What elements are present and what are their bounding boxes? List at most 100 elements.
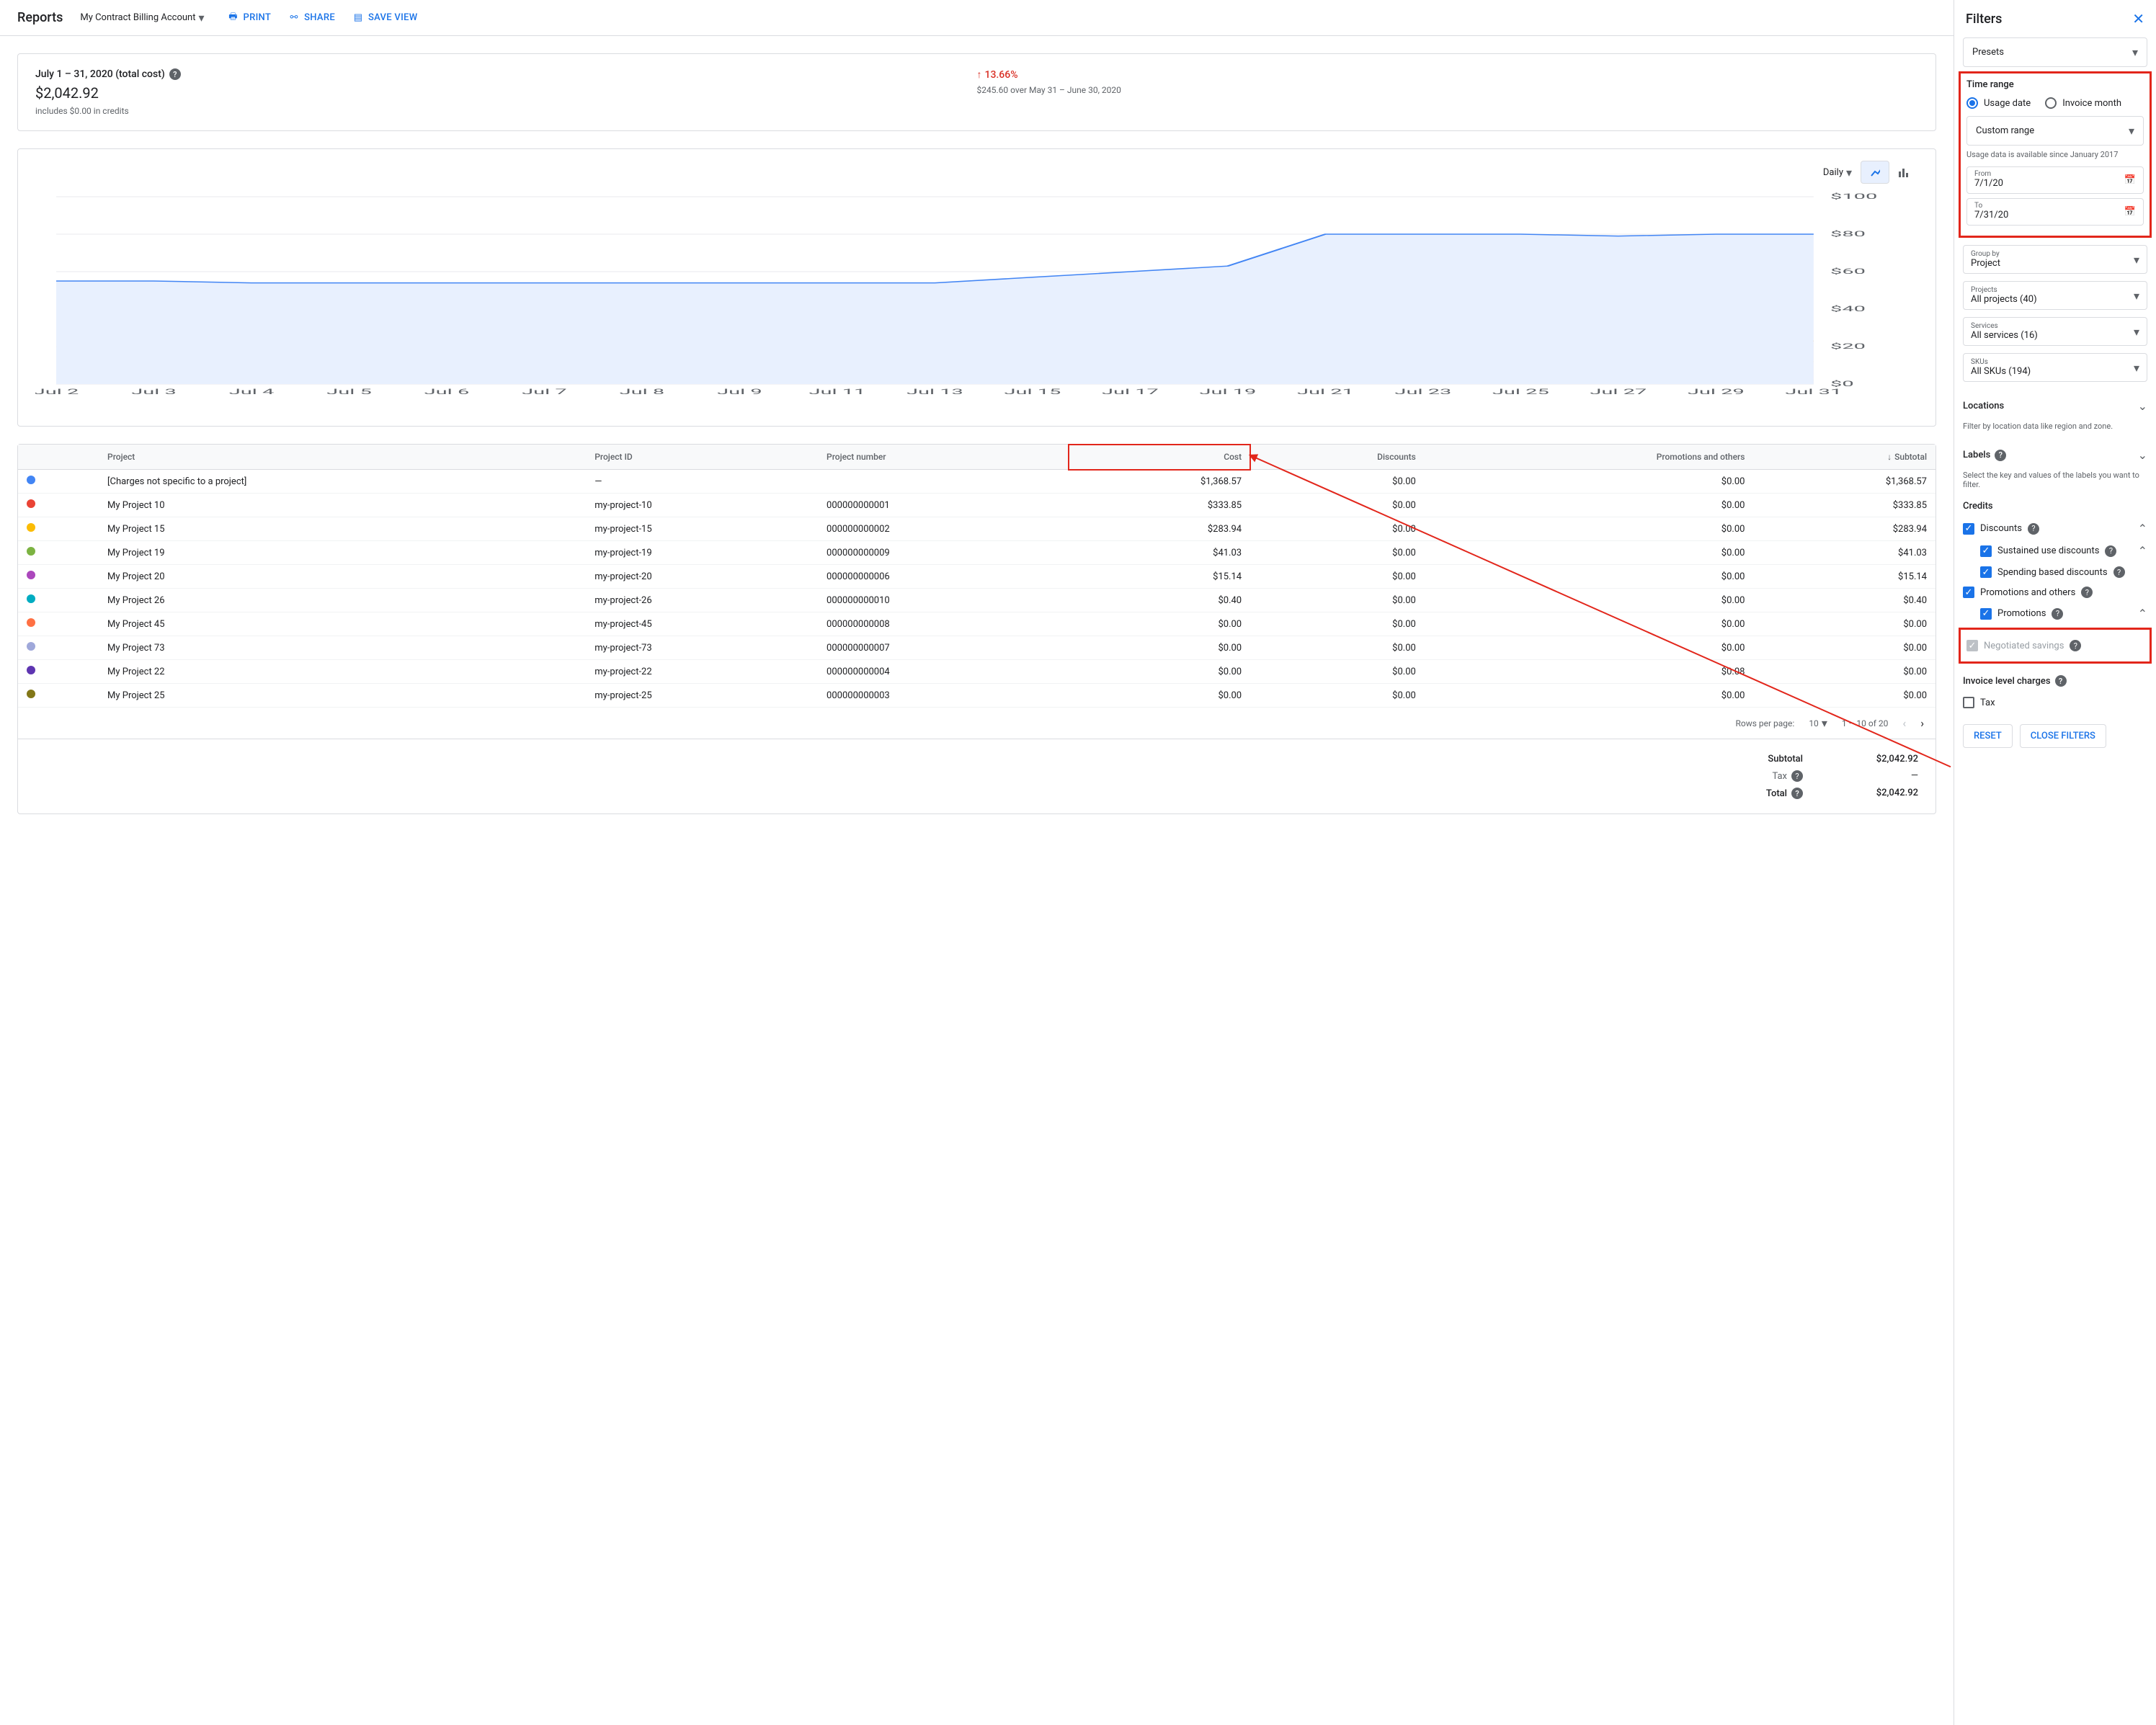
cell-promo: $0.00 — [1425, 684, 1754, 708]
tax-checkbox[interactable]: Tax — [1963, 692, 2147, 713]
help-icon[interactable]: ? — [1995, 450, 2006, 461]
presets-label: Presets — [1972, 47, 2004, 58]
chevron-up-icon[interactable]: ⌃ — [2138, 544, 2147, 558]
cell-project: My Project 45 — [99, 612, 586, 636]
locations-hint: Filter by location data like region and … — [1963, 422, 2147, 431]
filters-panel: Filters ✕ Presets ▾ Time range Usage dat… — [1954, 0, 2156, 1725]
chevron-up-icon[interactable]: ⌃ — [2138, 607, 2147, 620]
cell-disc: $0.00 — [1250, 660, 1425, 684]
services-label: Services — [1971, 322, 2038, 330]
line-chart-icon — [1870, 166, 1880, 179]
share-icon: ⚯ — [288, 12, 300, 24]
col-Discounts[interactable]: Discounts — [1250, 445, 1425, 470]
close-filters-button[interactable]: CLOSE FILTERS — [2020, 724, 2106, 748]
summary-card: July 1 – 31, 2020 (total cost) ? $2,042.… — [17, 53, 1936, 131]
discounts-checkbox[interactable]: ✓ Discounts ? ⌃ — [1963, 517, 2147, 540]
table-row[interactable]: My Project 10my-project-10000000000001$3… — [18, 494, 1936, 517]
next-page-button[interactable]: › — [1920, 716, 1924, 730]
cell-num: 000000000001 — [818, 494, 1069, 517]
table-row[interactable]: My Project 19my-project-19000000000009$4… — [18, 541, 1936, 565]
reset-button[interactable]: RESET — [1963, 724, 2013, 748]
table-row[interactable]: My Project 45my-project-45000000000008$0… — [18, 612, 1936, 636]
share-button[interactable]: ⚯ SHARE — [288, 12, 335, 24]
row-color-dot — [27, 666, 35, 674]
radio-on-icon — [1966, 97, 1978, 109]
to-label: To — [1974, 202, 2136, 210]
table-row[interactable]: My Project 20my-project-20000000000006$1… — [18, 565, 1936, 589]
chevron-up-icon[interactable]: ⌃ — [2138, 522, 2147, 535]
help-icon[interactable]: ? — [2070, 640, 2081, 651]
group-by-selector[interactable]: Group byProject ▾ — [1963, 245, 2147, 274]
table-row[interactable]: My Project 15my-project-15000000000002$2… — [18, 517, 1936, 541]
promotions-checkbox[interactable]: ✓ Promotions ? ⌃ — [1980, 602, 2147, 625]
subtotal-value: $2,042.92 — [1846, 754, 1918, 765]
table-row[interactable]: My Project 73my-project-73000000000007$0… — [18, 636, 1936, 660]
col-Project number[interactable]: Project number — [818, 445, 1069, 470]
services-selector[interactable]: ServicesAll services (16) ▾ — [1963, 317, 2147, 346]
help-icon[interactable]: ? — [2081, 587, 2093, 598]
close-icon[interactable]: ✕ — [2132, 10, 2144, 27]
svg-text:$60: $60 — [1830, 267, 1866, 276]
col-Promotions and others[interactable]: Promotions and others — [1425, 445, 1754, 470]
usage-date-radio[interactable]: Usage date — [1966, 97, 2031, 109]
help-icon[interactable]: ? — [2105, 545, 2116, 557]
sud-checkbox[interactable]: ✓ Sustained use discounts ? ⌃ — [1980, 540, 2147, 562]
locations-expander[interactable]: Locations ⌄ — [1963, 389, 2147, 417]
svg-text:$20: $20 — [1830, 342, 1866, 351]
chevron-down-icon: ▾ — [1846, 166, 1852, 179]
help-icon[interactable]: ? — [2055, 675, 2067, 687]
cell-sub: $0.00 — [1753, 612, 1936, 636]
table-row[interactable]: My Project 26my-project-26000000000010$0… — [18, 589, 1936, 612]
cell-id: my-project-73 — [586, 636, 818, 660]
to-date-field[interactable]: To 7/31/20 📅 — [1966, 198, 2144, 226]
negotiated-savings-checkbox: ✓ Negotiated savings ? — [1966, 636, 2144, 656]
table-row[interactable]: [Charges not specific to a project]—$1,3… — [18, 470, 1936, 494]
save-view-button[interactable]: ▤ SAVE VIEW — [352, 12, 418, 24]
promotions-grp-checkbox[interactable]: ✓ Promotions and others ? — [1963, 582, 2147, 602]
tax-label: Tax — [1772, 771, 1787, 782]
account-selector[interactable]: My Contract Billing Account ▾ — [80, 11, 204, 24]
table-card: ProjectProject IDProject numberCostDisco… — [17, 444, 1936, 814]
print-button[interactable]: 🖶 PRINT — [228, 12, 272, 24]
from-date-field[interactable]: From 7/1/20 📅 — [1966, 166, 2144, 194]
granularity-selector[interactable]: Daily ▾ — [1823, 166, 1852, 179]
labels-expander[interactable]: Labels? ⌄ — [1963, 438, 2147, 466]
table-row[interactable]: My Project 25my-project-25000000000003$0… — [18, 684, 1936, 708]
bar-chart-toggle[interactable] — [1889, 161, 1918, 184]
col-Subtotal[interactable]: ↓Subtotal — [1753, 445, 1936, 470]
chart-card: Daily ▾ $0$20$40$60$80$100Jul 2Jul 3Jul … — [17, 148, 1936, 427]
cell-cost: $0.00 — [1069, 636, 1251, 660]
sbd-checkbox[interactable]: ✓ Spending based discounts ? — [1980, 562, 2147, 582]
usage-date-label: Usage date — [1984, 98, 2031, 109]
col-Cost[interactable]: Cost — [1069, 445, 1251, 470]
cell-id: my-project-22 — [586, 660, 818, 684]
help-icon[interactable]: ? — [2113, 566, 2125, 578]
skus-selector[interactable]: SKUsAll SKUs (194) ▾ — [1963, 353, 2147, 382]
cell-project: [Charges not specific to a project] — [99, 470, 586, 494]
page-size-selector[interactable]: 10 ▾ — [1809, 716, 1827, 730]
cell-cost: $333.85 — [1069, 494, 1251, 517]
col-Project ID[interactable]: Project ID — [586, 445, 818, 470]
table-row[interactable]: My Project 22my-project-22000000000004$0… — [18, 660, 1936, 684]
cell-num: 000000000007 — [818, 636, 1069, 660]
prev-page-button[interactable]: ‹ — [1902, 716, 1906, 730]
projects-selector[interactable]: ProjectsAll projects (40) ▾ — [1963, 281, 2147, 310]
group-by-label: Group by — [1971, 250, 2000, 258]
invoice-month-radio[interactable]: Invoice month — [2045, 97, 2121, 109]
col-Project[interactable]: Project — [99, 445, 586, 470]
help-icon[interactable]: ? — [2052, 608, 2063, 620]
help-icon[interactable]: ? — [1791, 770, 1803, 782]
cell-disc: $0.00 — [1250, 517, 1425, 541]
presets-selector[interactable]: Presets ▾ — [1963, 37, 2147, 67]
range-selector[interactable]: Custom range ▾ — [1966, 116, 2144, 146]
sbd-label: Spending based discounts — [1997, 567, 2108, 578]
cell-id: my-project-25 — [586, 684, 818, 708]
account-name: My Contract Billing Account — [80, 12, 195, 23]
help-icon[interactable]: ? — [1791, 788, 1803, 799]
help-icon[interactable]: ? — [2028, 523, 2039, 535]
from-value: 7/1/20 — [1974, 178, 2136, 189]
col-color[interactable] — [18, 445, 99, 470]
cell-disc: $0.00 — [1250, 565, 1425, 589]
help-icon[interactable]: ? — [169, 68, 181, 80]
line-chart-toggle[interactable] — [1861, 161, 1889, 184]
